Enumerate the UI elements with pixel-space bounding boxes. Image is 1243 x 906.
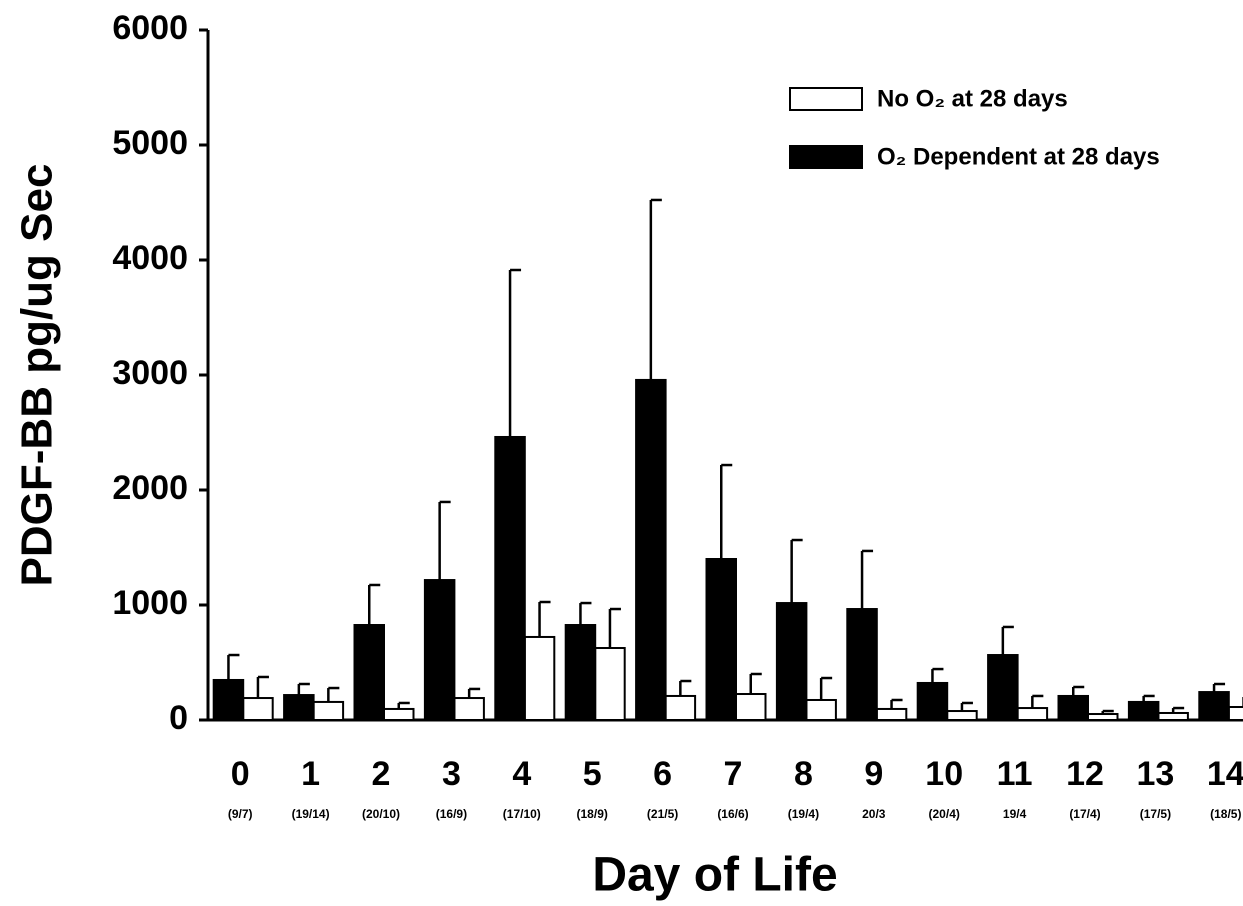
bar <box>353 624 385 722</box>
x-tick-note: (20/4) <box>929 807 960 821</box>
y-tick-label: 3000 <box>112 354 188 392</box>
bar <box>735 693 767 722</box>
bar <box>242 697 274 721</box>
bar <box>494 435 526 721</box>
x-tick-label: 3 <box>442 755 461 793</box>
y-tick-label: 2000 <box>112 469 188 507</box>
x-tick-note: 20/3 <box>862 807 886 821</box>
x-tick-label: 6 <box>653 755 672 793</box>
bar <box>523 635 556 721</box>
x-tick-label: 12 <box>1066 755 1104 793</box>
bar <box>805 698 837 721</box>
bar <box>775 602 808 721</box>
x-tick-note: (16/6) <box>717 807 748 821</box>
bar <box>564 624 597 722</box>
bar <box>1087 713 1119 722</box>
x-tick-label: 5 <box>583 755 602 793</box>
bar <box>846 608 878 722</box>
bar <box>383 707 415 722</box>
y-tick-label: 4000 <box>112 239 188 277</box>
bar <box>1016 707 1049 721</box>
bar <box>916 681 949 721</box>
x-tick-note: (19/14) <box>292 807 330 821</box>
bar <box>312 700 345 722</box>
y-tick-label: 5000 <box>112 124 188 162</box>
x-tick-note: (17/5) <box>1140 807 1171 821</box>
x-tick-note: (9/7) <box>228 807 253 821</box>
x-tick-note: (18/5) <box>1210 807 1241 821</box>
x-tick-note: 19/4 <box>1003 807 1027 821</box>
bar <box>283 694 315 721</box>
x-tick-label: 11 <box>997 755 1033 793</box>
bar <box>664 694 697 722</box>
x-tick-note: (16/9) <box>436 807 467 821</box>
x-tick-note: (17/4) <box>1069 807 1100 821</box>
x-tick-label: 9 <box>864 755 883 793</box>
bar <box>946 710 978 722</box>
legend-swatch <box>789 87 863 111</box>
x-tick-note: (20/10) <box>362 807 400 821</box>
bar <box>1198 691 1230 721</box>
bar <box>1057 694 1089 722</box>
bar <box>987 654 1019 722</box>
bar <box>1157 711 1189 721</box>
legend-label: No O₂ at 28 days <box>877 85 1068 112</box>
x-tick-label: 8 <box>794 755 813 793</box>
x-tick-label: 0 <box>231 755 250 793</box>
x-axis-title: Day of Life <box>592 849 837 902</box>
x-tick-note: (21/5) <box>647 807 678 821</box>
y-axis-title: PDGF-BB pg/ug Sec <box>13 164 62 587</box>
x-tick-label: 1 <box>301 755 320 793</box>
legend-swatch <box>789 145 863 169</box>
bar <box>423 579 456 721</box>
bar <box>875 707 908 722</box>
bar <box>594 647 626 722</box>
x-tick-note: (17/10) <box>503 807 541 821</box>
y-tick-label: 0 <box>169 699 188 737</box>
x-tick-label: 4 <box>512 755 531 793</box>
bar <box>635 378 667 721</box>
bar <box>212 678 245 721</box>
y-tick-label: 6000 <box>112 9 188 47</box>
bar <box>705 558 737 721</box>
x-tick-label: 2 <box>372 755 391 793</box>
x-tick-note: (18/9) <box>577 807 608 821</box>
x-tick-label: 13 <box>1136 755 1174 793</box>
x-tick-note: (19/4) <box>788 807 819 821</box>
y-tick-label: 1000 <box>112 584 188 622</box>
legend-label: O₂ Dependent at 28 days <box>877 143 1160 170</box>
bar <box>1127 700 1160 722</box>
x-tick-label: 10 <box>925 755 963 793</box>
bar <box>1227 706 1243 722</box>
x-tick-label: 14 <box>1207 755 1243 793</box>
bar <box>453 697 485 721</box>
x-tick-label: 7 <box>724 755 743 793</box>
